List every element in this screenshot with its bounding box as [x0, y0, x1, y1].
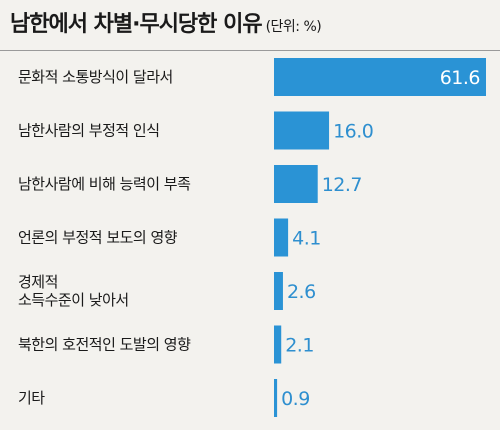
bar [274, 379, 278, 417]
bar [274, 218, 289, 257]
category-label: 북한의 호전적인 도발의 영향 [18, 336, 191, 354]
category-label: 남한사람의 부정적 인식 [18, 122, 160, 140]
bar [274, 272, 283, 310]
chart-header: 남한에서 차별·무시당한 이유 (단위: %) [10, 6, 490, 46]
category-label: 남한사람에 비해 능력이 부족 [18, 175, 191, 193]
category-label: 경제적 소득수준이 낮아서 [18, 273, 129, 309]
bar [274, 58, 486, 96]
bar [274, 165, 318, 203]
unit-label: (단위: %) [265, 19, 322, 35]
chart-title: 남한에서 차별·무시당한 이유 [10, 12, 263, 37]
category-label: 기타 [18, 389, 45, 407]
value-label: 2.1 [285, 335, 314, 357]
value-label: 2.6 [287, 281, 316, 303]
value-label: 0.9 [281, 388, 310, 410]
value-label: 61.6 [440, 67, 480, 89]
category-label: 문화적 소통방식이 달라서 [18, 68, 173, 86]
value-label: 4.1 [292, 228, 321, 250]
value-label: 12.7 [322, 174, 362, 196]
bar [274, 325, 282, 364]
bar [274, 111, 330, 150]
title-divider [0, 50, 500, 51]
category-label: 언론의 부정적 보도의 영향 [18, 229, 178, 247]
value-label: 16.0 [333, 121, 373, 143]
